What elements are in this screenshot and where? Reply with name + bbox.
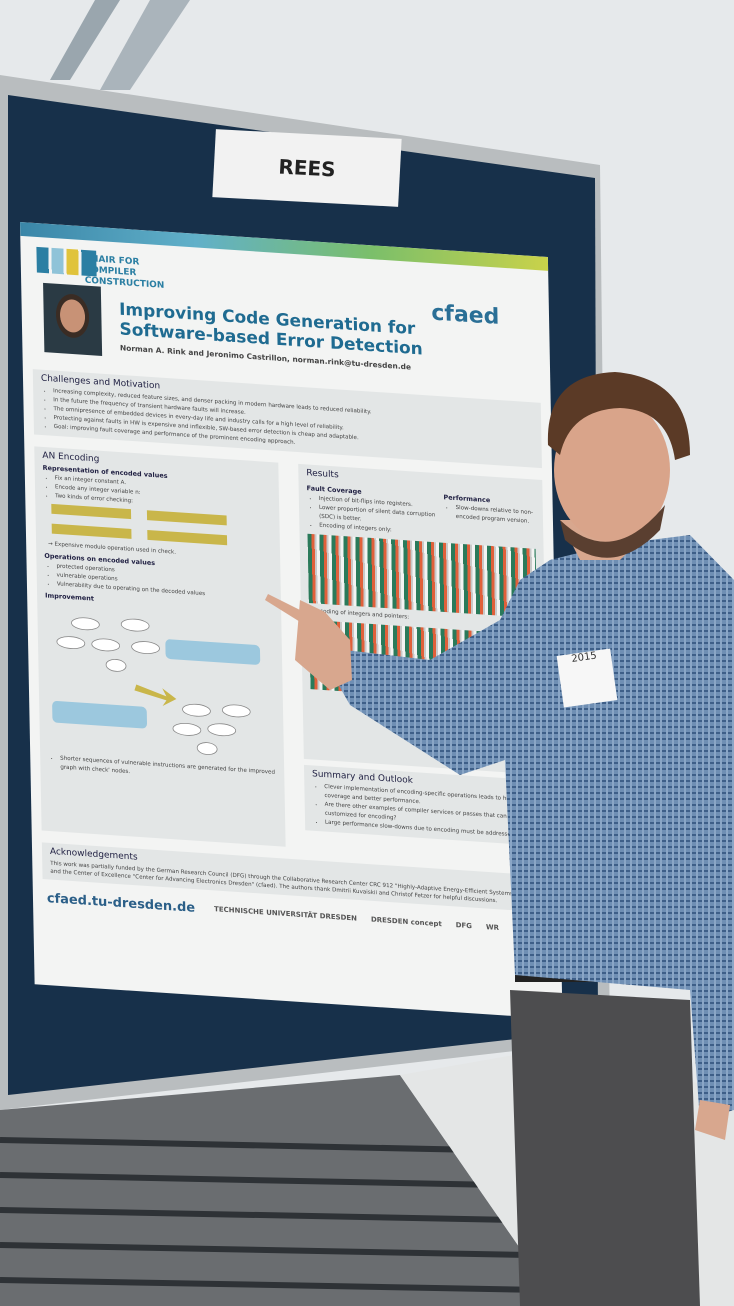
trousers <box>510 990 700 1306</box>
beard <box>560 505 665 558</box>
poster: CHAIR FOR COMPILER CONSTRUCTION Improving … <box>20 222 563 1020</box>
finger <box>265 594 310 625</box>
hand <box>295 600 352 690</box>
column: AN Encoding Representation of encoded va… <box>24 440 296 853</box>
graph-diagram <box>52 617 261 755</box>
columns: AN Encoding Representation of encoded va… <box>24 440 559 871</box>
hand <box>695 1100 730 1140</box>
name-badge: 2015 <box>556 648 618 708</box>
hair <box>547 372 690 460</box>
ceiling-beam <box>50 0 120 80</box>
face <box>554 398 670 542</box>
ceiling-beam <box>100 0 190 90</box>
carpet-stripes <box>0 1137 546 1293</box>
shirt <box>330 535 734 1120</box>
section: AN Encoding Representation of encoded va… <box>34 446 286 847</box>
